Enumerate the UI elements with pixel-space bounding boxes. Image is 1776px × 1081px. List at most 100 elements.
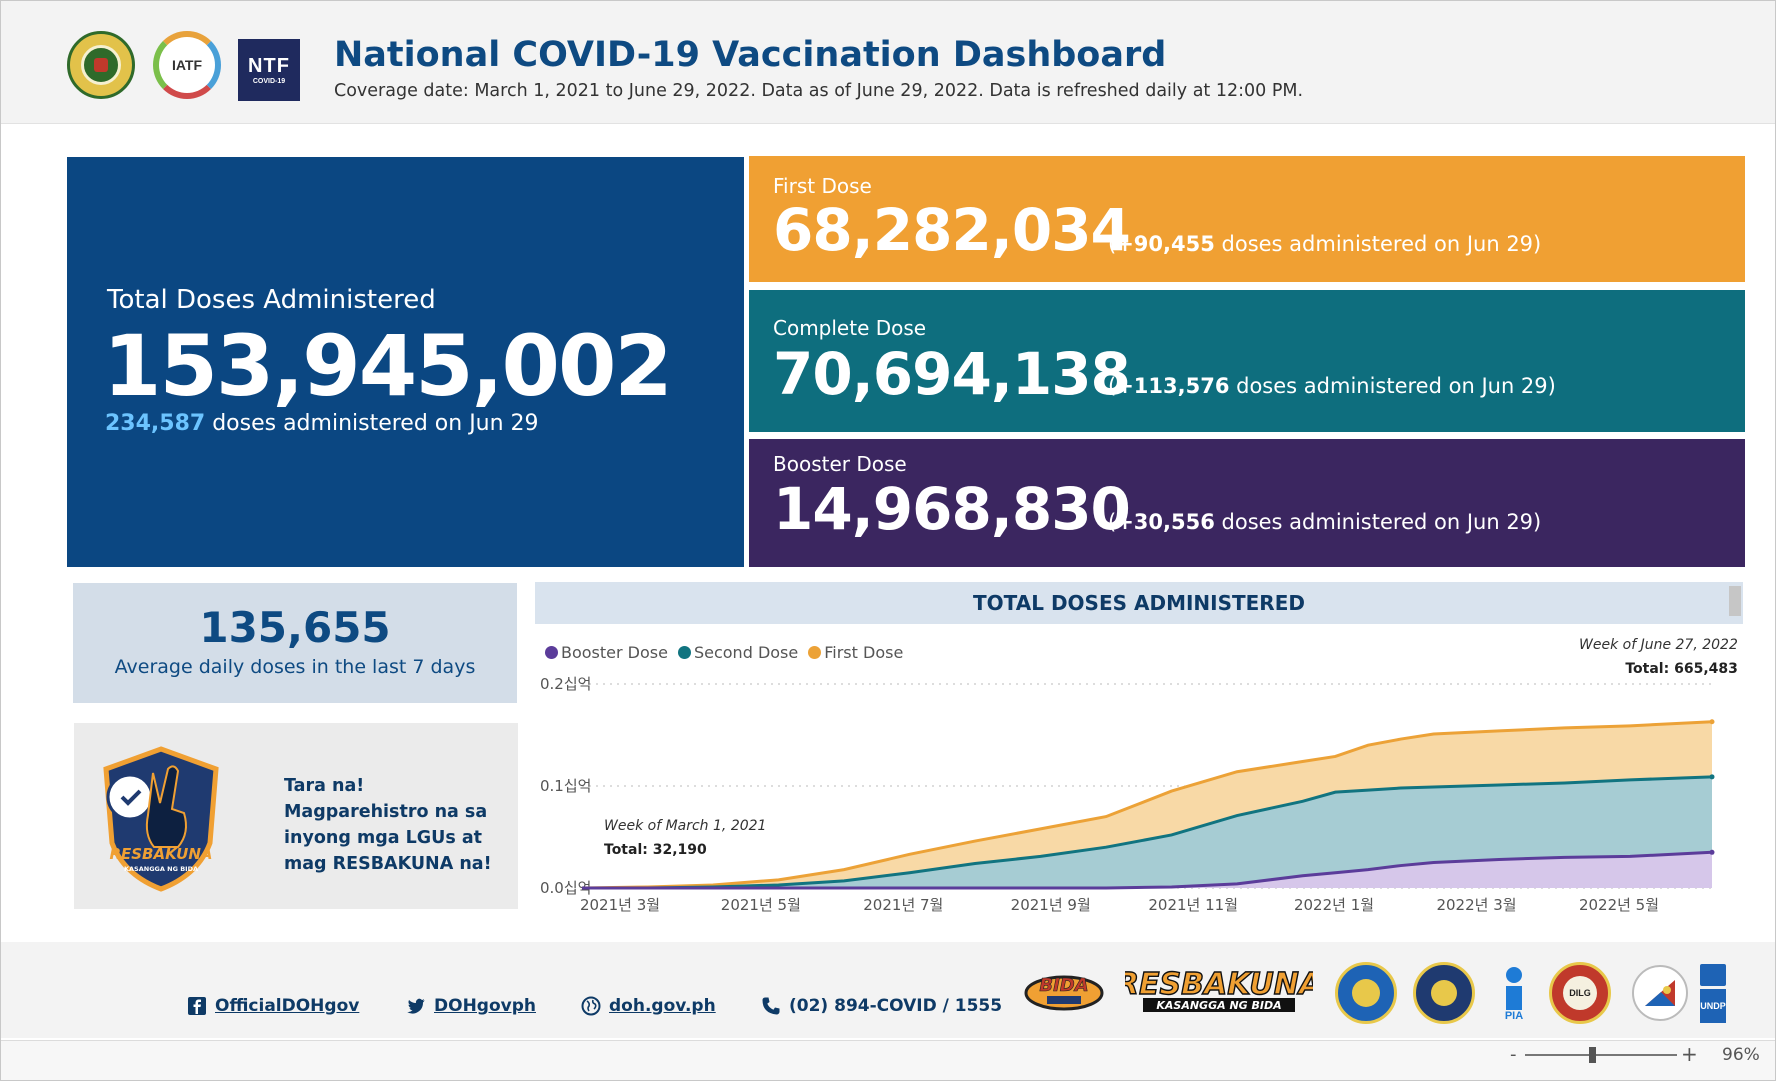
badge-subtitle: KASANGGA NG BIDA (124, 865, 198, 873)
resbakuna-logo: RESBAKUNA KASANGGA NG BIDA (1125, 966, 1313, 1016)
y-tick-label: 0.2십억 (540, 675, 591, 693)
header: IATF NTF COVID-19 National COVID-19 Vacc… (1, 1, 1775, 124)
iatf-logo: IATF (153, 31, 221, 99)
coverage-subtitle: Coverage date: March 1, 2021 to June 29,… (334, 81, 1304, 101)
promo-text: Tara na! Magparehistro na sa inyong mga … (284, 776, 492, 874)
booster-dose-delta-open: ( (1108, 510, 1117, 534)
dilg-seal-logo: DILG (1549, 962, 1611, 1024)
pia-logo-text: PIA (1504, 1009, 1524, 1022)
booster-dose-delta: (+30,556 doses administered on Jun 29) (1108, 510, 1541, 534)
annotation-end-title: Week of June 27, 2022 (1579, 637, 1738, 653)
total-daily-doses: 234,587 doses administered on Jun 29 (105, 411, 539, 436)
zoom-slider-track[interactable] (1525, 1054, 1677, 1056)
dilg-logo-text: DILG (1563, 976, 1597, 1010)
legend-second[interactable]: Second Dose (677, 643, 799, 662)
total-daily-value: 234,587 (105, 411, 206, 436)
total-daily-text: doses administered on Jun 29 (205, 411, 539, 436)
undp-logo-text: UNDP (1700, 988, 1726, 1023)
x-tick-label: 2021년 9월 (1011, 896, 1091, 914)
chart-scrollbar[interactable] (1729, 586, 1741, 616)
complete-dose-label: Complete Dose (773, 316, 927, 340)
footer: OfficialDOHgov DOHgovph doh.gov.ph (02) … (1, 942, 1775, 1038)
twitter-link[interactable]: DOHgovph (406, 996, 536, 1016)
booster-dose-delta-value: +30,556 (1116, 510, 1215, 534)
total-doses-card: Total Doses Administered 153,945,002 234… (67, 157, 744, 567)
pia-logo: PIA (1497, 964, 1531, 1024)
bida-logo: BIDA (1023, 966, 1105, 1016)
phone-hotline-text: (02) 894-COVID / 1555 (789, 996, 1003, 1016)
zoom-slider-thumb[interactable] (1588, 1047, 1596, 1063)
resbakuna-badge-icon: RESBAKUNA KASANGGA NG BIDA (103, 746, 219, 892)
legend-first-dot (808, 646, 822, 659)
first-dose-line (581, 720, 1713, 890)
annotation-start-value: 32,190 (652, 842, 707, 858)
complete-dose-delta-text: doses administered on Jun 29) (1229, 374, 1556, 398)
ops-seal-logo (1413, 962, 1475, 1024)
x-tick-label: 2021년 3월 (580, 896, 660, 914)
website-link[interactable]: doh.gov.ph (581, 996, 716, 1016)
complete-dose-card: Complete Dose 70,694,138 (+113,576 doses… (749, 290, 1745, 432)
first-dose-delta-text: doses administered on Jun 29) (1214, 232, 1542, 256)
legend-first[interactable]: First Dose (808, 643, 903, 662)
x-tick-label: 2022년 5월 (1579, 896, 1659, 914)
legend-booster[interactable]: Booster Dose (545, 643, 668, 662)
facebook-link-text: OfficialDOHgov (215, 996, 360, 1016)
booster-dose-card: Booster Dose 14,968,830 (+30,556 doses a… (749, 439, 1745, 567)
legend-second-dot (677, 646, 691, 659)
x-tick-label: 2021년 5월 (721, 896, 801, 914)
x-tick-label: 2021년 11월 (1148, 896, 1238, 914)
twitter-link-text: DOHgovph (434, 996, 536, 1016)
annotation-end-label: Total: (1625, 661, 1675, 677)
legend-first-label: First Dose (824, 643, 904, 662)
first-dose-value: 68,282,034 (773, 196, 1131, 264)
resbakuna-logo-subtext: KASANGGA NG BIDA (1156, 999, 1281, 1012)
average-daily-caption: Average daily doses in the last 7 days (114, 656, 476, 678)
annotation-end: Week of June 27, 2022 Total: 665,483 (1579, 637, 1738, 677)
y-tick-label: 0.1십억 (540, 777, 591, 795)
doh-seal-logo (67, 31, 135, 99)
average-daily-value: 135,655 (199, 603, 391, 652)
first-dose-delta-open: ( (1108, 232, 1117, 256)
undp-logo: UNDP (1698, 962, 1728, 1024)
first-dose-point (1709, 719, 1715, 725)
zoom-in-button[interactable]: + (1681, 1042, 1698, 1066)
legend-booster-dot (545, 646, 558, 659)
second-dose-point (1709, 774, 1715, 780)
zoom-level: 96% (1722, 1045, 1760, 1065)
chart-legend: Booster Dose Second Dose First Dose (545, 643, 903, 662)
website-link-text: doh.gov.ph (609, 996, 716, 1016)
first-dose-card: First Dose 68,282,034 (+90,455 doses adm… (749, 156, 1745, 282)
booster-dose-area (582, 852, 1712, 888)
x-tick-label: 2021년 7월 (863, 896, 943, 914)
badge-title: RESBAKUNA (109, 845, 212, 863)
booster-dose-value: 14,968,830 (773, 475, 1131, 543)
zoom-out-button[interactable]: - (1510, 1044, 1517, 1065)
first-dose-delta-value: +90,455 (1116, 232, 1215, 256)
legend-second-label: Second Dose (693, 643, 799, 662)
total-doses-label: Total Doses Administered (107, 285, 436, 315)
total-doses-area-chart[interactable]: 0.0십억 0.1십억 0.2십억 2021년 3월 2021년 5월 2021년 7월 2… (540, 628, 1745, 928)
ntf-logo-subtext: COVID-19 (252, 78, 286, 85)
resbakuna-promo-card[interactable]: RESBAKUNA KASANGGA NG BIDA Tara na! Magp… (74, 723, 518, 909)
booster-dose-delta-text: doses administered on Jun 29) (1214, 510, 1542, 534)
page-title: National COVID-19 Vaccination Dashboard (334, 35, 1167, 75)
ntf-logo-text: NTF (248, 55, 290, 77)
annotation-start-title: Week of March 1, 2021 (604, 818, 767, 834)
second-dose-line (582, 775, 1713, 890)
globe-icon (581, 996, 601, 1016)
twitter-icon (406, 996, 426, 1016)
annotation-start-label: Total: (604, 842, 653, 858)
phone-hotline[interactable]: (02) 894-COVID / 1555 (761, 996, 1002, 1016)
first-dose-delta: (+90,455 doses administered on Jun 29) (1108, 232, 1541, 256)
total-doses-value: 153,945,002 (103, 317, 673, 415)
pcoo-seal-logo (1335, 962, 1397, 1024)
annotation-start: Week of March 1, 2021 Total: 32,190 (604, 818, 766, 858)
y-tick-label: 0.0십억 (540, 879, 591, 897)
dost-seal-logo (1629, 962, 1691, 1024)
facebook-link[interactable]: OfficialDOHgov (187, 996, 359, 1016)
booster-dose-label: Booster Dose (773, 452, 907, 476)
booster-dose-line (582, 850, 1713, 890)
x-tick-label: 2022년 3월 (1436, 896, 1516, 914)
second-dose-area (582, 776, 1712, 888)
legend-booster-label: Booster Dose (561, 643, 668, 662)
